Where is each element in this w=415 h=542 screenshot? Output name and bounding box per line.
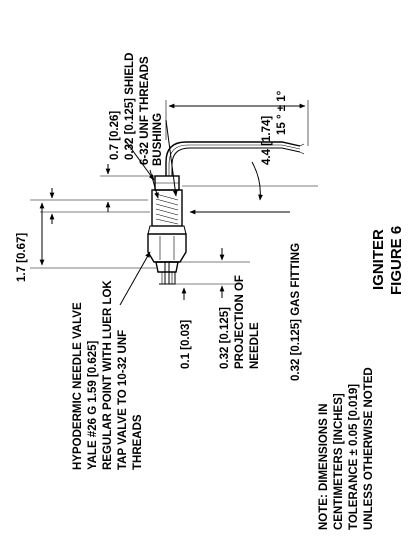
valve-body: [147, 233, 187, 263]
svg-text:YALE #26 G 1.59 [0.625]: YALE #26 G 1.59 [0.625]: [87, 340, 99, 470]
angle-label: 15 ° ± 1°: [276, 90, 288, 135]
figure-title: IGNITER: [370, 229, 387, 290]
thread-hatching: [155, 193, 179, 225]
overall-dimension-label: 1.7 [0.67]: [16, 233, 28, 282]
tip-dimension-label: 0.1 [0.03]: [180, 320, 192, 369]
svg-text:REGULAR POINT WITH LUER LOK: REGULAR POINT WITH LUER LOK: [102, 280, 114, 470]
note-block: NOTE: DIMENSIONS IN CENTIMETERS [INCHES]…: [318, 367, 375, 530]
svg-text:PROJECTION OF: PROJECTION OF: [234, 275, 246, 369]
bushing: [151, 189, 183, 227]
svg-text:NOTE: DIMENSIONS IN: NOTE: DIMENSIONS IN: [318, 403, 330, 530]
svg-text:HYPODERMIC NEEDLE VALVE: HYPODERMIC NEEDLE VALVE: [72, 302, 84, 470]
svg-text:0.32 [0.125]: 0.32 [0.125]: [219, 307, 231, 369]
length-label: 4.4 [1.74]: [261, 116, 273, 165]
needle-valve-label: HYPODERMIC NEEDLE VALVE YALE #26 G 1.59 …: [72, 280, 144, 470]
shield-label: 0.32 [0.125] SHIELD: [124, 53, 136, 160]
gas-fitting: [155, 261, 179, 273]
threads-label: 6-32 UNF THREADS: [139, 56, 151, 165]
needle: [164, 262, 170, 284]
svg-text:TAP VALVE TO 10-32 UNF: TAP VALVE TO 10-32 UNF: [117, 330, 129, 470]
bent-tube: [165, 141, 301, 176]
bushing-label: BUSHING: [152, 113, 164, 166]
gas-fitting-label: 0.32 [0.125] GAS FITTING: [290, 243, 302, 381]
projection-label: 0.32 [0.125] PROJECTION OF NEEDLE: [219, 275, 261, 369]
svg-text:UNLESS OTHERWISE NOTED: UNLESS OTHERWISE NOTED: [363, 367, 375, 530]
figure-number: FIGURE 6: [388, 226, 405, 295]
shield-offset-label: 0.7 [0.26]: [109, 111, 121, 160]
svg-text:CENTIMETERS [INCHES]: CENTIMETERS [INCHES]: [333, 393, 345, 530]
svg-text:NEEDLE: NEEDLE: [249, 322, 261, 369]
svg-text:THREADS: THREADS: [132, 414, 144, 470]
svg-text:TOLERANCE ± 0.05 [0.019]: TOLERANCE ± 0.05 [0.019]: [348, 384, 360, 530]
dimension-lines: [30, 100, 318, 306]
